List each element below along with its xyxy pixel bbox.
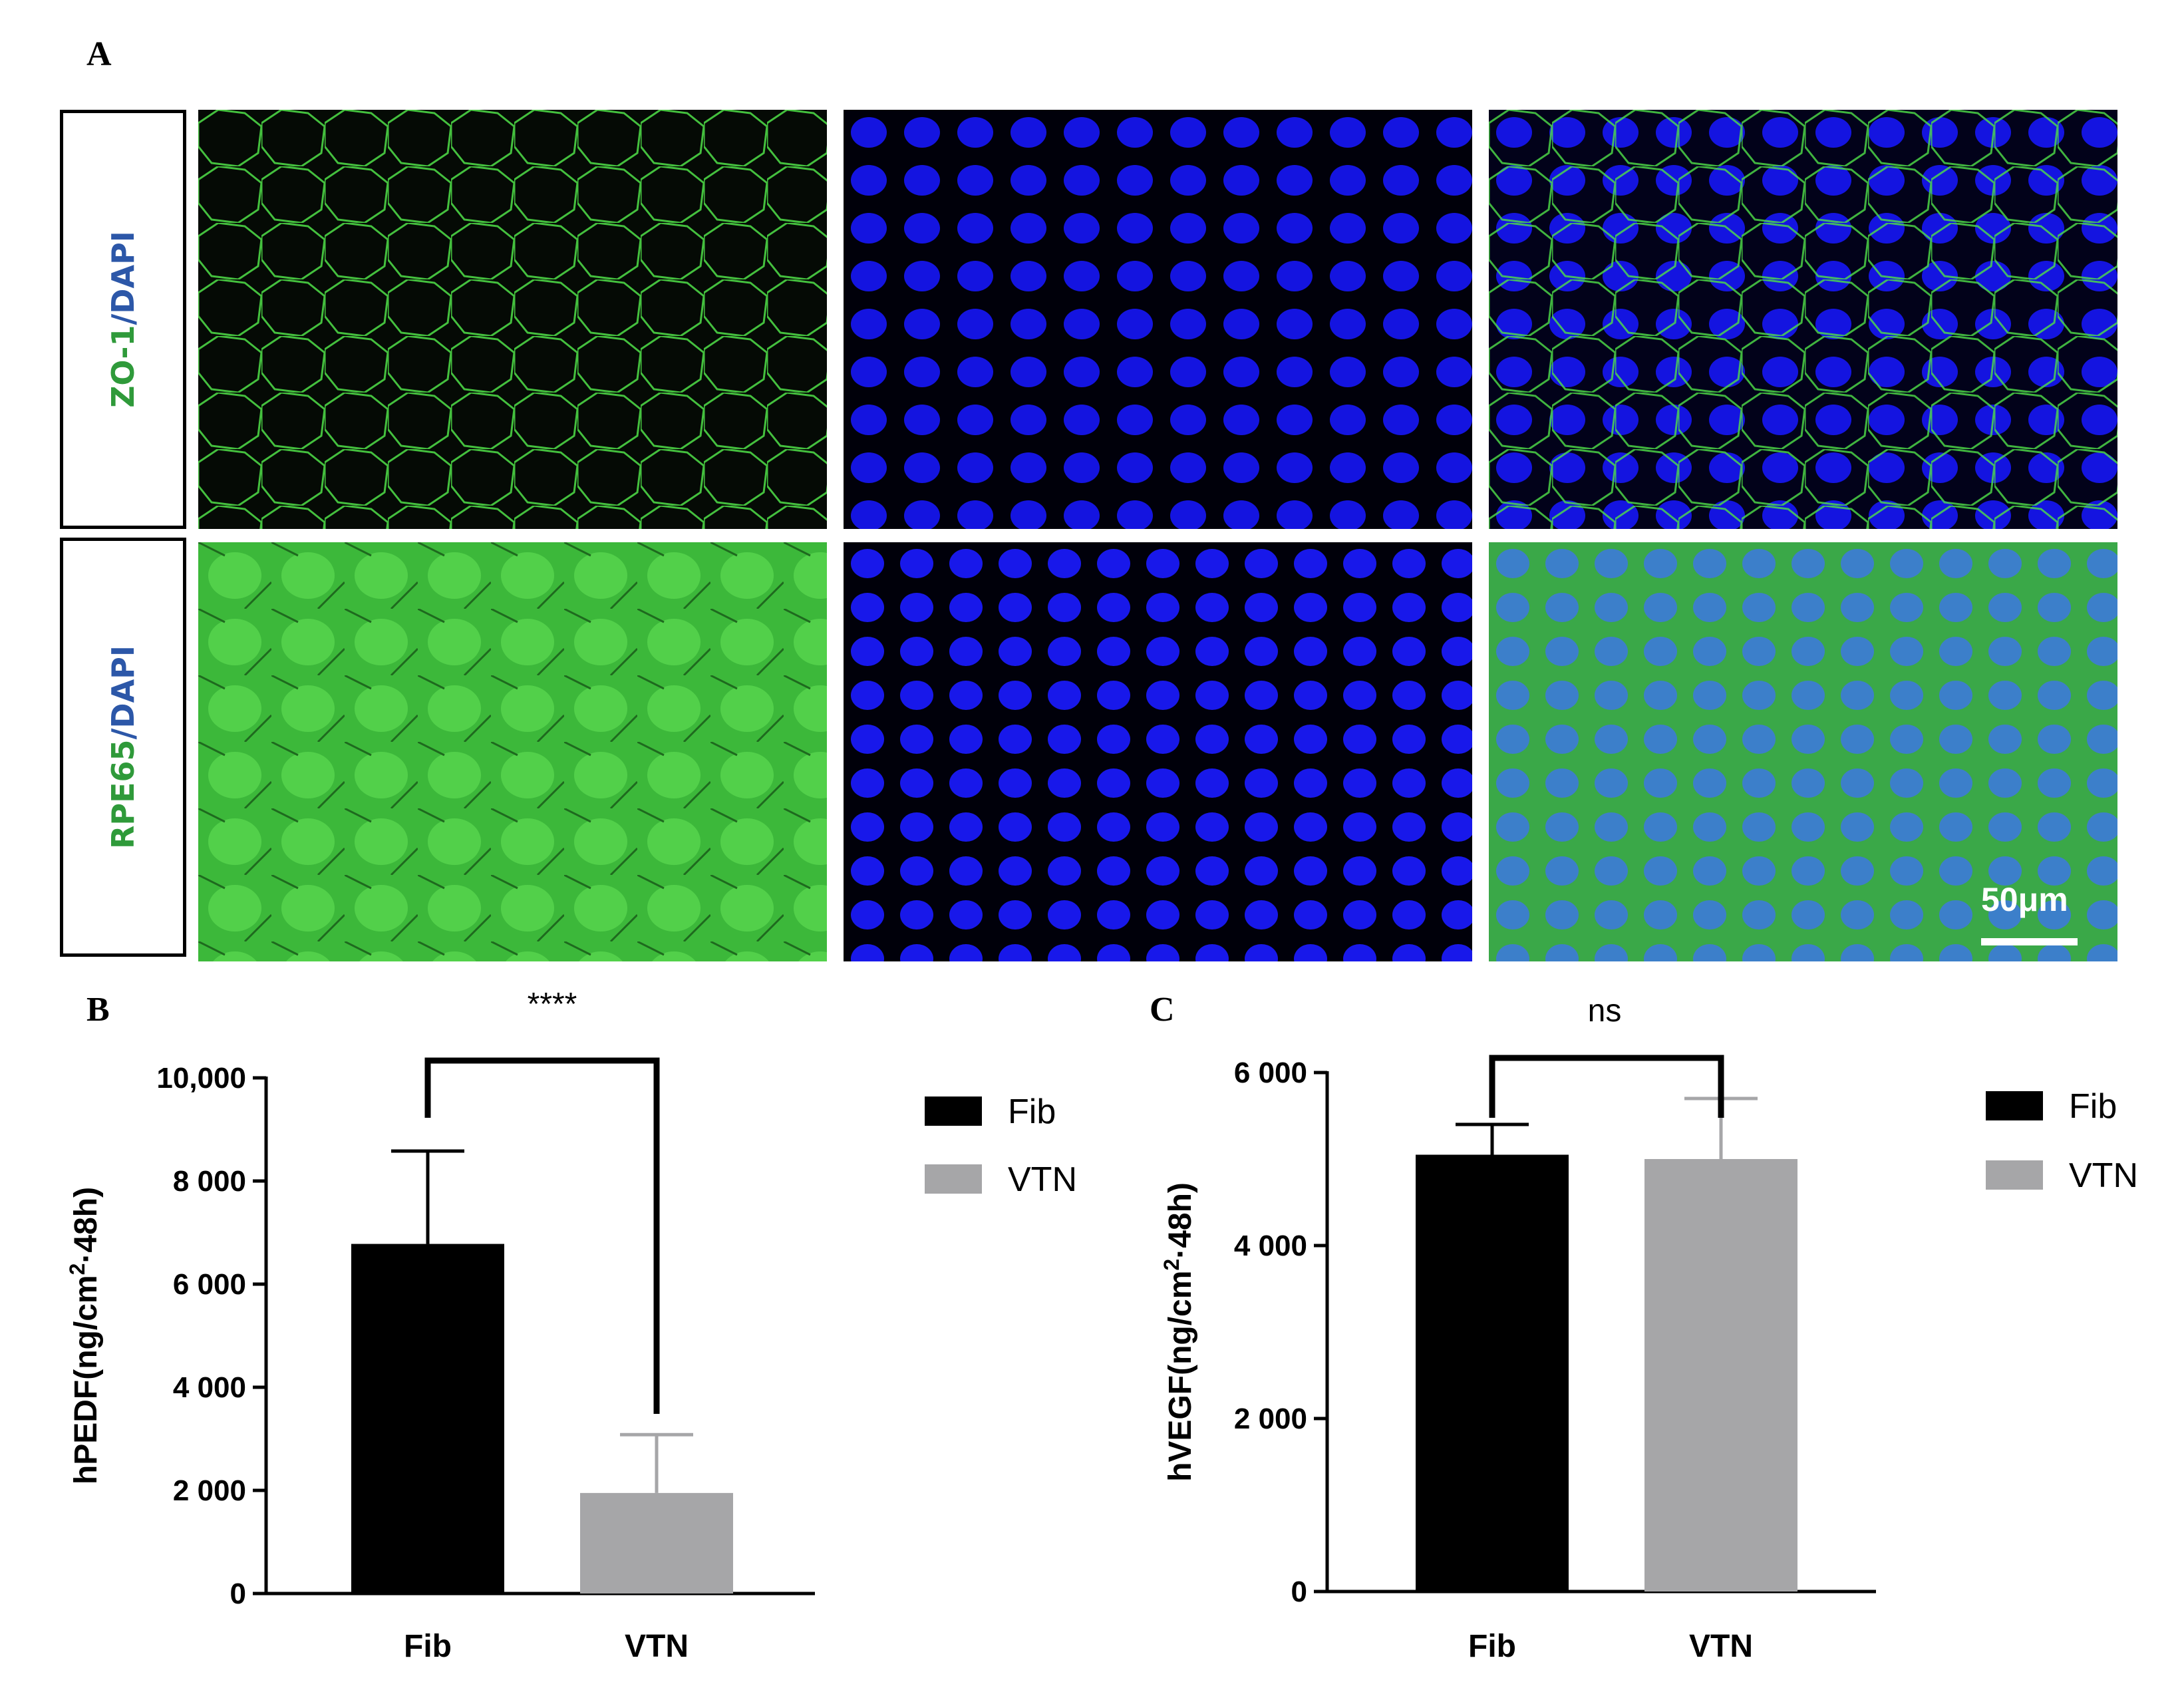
chart-b-category-label: VTN (625, 1629, 689, 1664)
panel-a-letter: A (86, 35, 112, 73)
micrograph-rpe65-dapi-svg (844, 542, 1472, 961)
chart-b-ytick-label: 4 000 (173, 1371, 246, 1404)
chart-c-bar-fib (1416, 1154, 1569, 1592)
micrograph-rpe65-green (198, 542, 827, 961)
panel-c-letter: C (1150, 991, 1175, 1029)
micrograph-zo1-green (198, 110, 827, 529)
chart-c-legend-swatch-fib (1986, 1091, 2043, 1120)
chart-c-bar-vtn (1644, 1159, 1797, 1592)
micrograph-rpe65-merge-svg (1489, 542, 2117, 961)
micrograph-rpe65-merge: 50μm (1489, 542, 2117, 961)
chart-c-ylabel: hVEGF(ng/cm2·48h) (1160, 1182, 1198, 1482)
chart-c-legend-label: VTN (2069, 1156, 2138, 1195)
chart-c-significance-label: ns (1588, 993, 1622, 1029)
chart-c-legend-label: Fib (2069, 1087, 2117, 1126)
chart-b-legend-label: VTN (1008, 1160, 1077, 1199)
chart-c-category-label: Fib (1468, 1629, 1516, 1664)
chart-b-ytick-label: 2 000 (173, 1474, 246, 1507)
chart-c-significance-bracket (1489, 1055, 1724, 1118)
chart-b-ytick-label: 8 000 (173, 1165, 246, 1198)
panel-b-letter: B (86, 991, 110, 1029)
chart-c-ytick-label: 4 000 (1234, 1230, 1307, 1262)
chart-c-ytick-label: 6 000 (1234, 1057, 1307, 1089)
micrograph-zo1-dapi (844, 110, 1472, 529)
chart-b-bar-fib (351, 1244, 504, 1594)
chart-b-svg: 0 2 000 4 000 6 000 8 000 10,000 hPEDF(ng/cm2·… (65, 987, 1077, 1664)
chart-b: 0 2 000 4 000 6 000 8 000 10,000 hPEDF(ng/cm2·… (0, 0, 1091, 1688)
micrograph-zo1-merge (1489, 110, 2117, 529)
micrograph-rpe65-green-svg (198, 542, 827, 961)
chart-c-category-label: VTN (1689, 1629, 1753, 1664)
micrograph-zo1-merge-svg (1489, 110, 2117, 529)
micrograph-rpe65-dapi (844, 542, 1472, 961)
chart-b-ylabel: hPEDF(ng/cm2·48h) (65, 1187, 104, 1484)
row-label-zo1: ZO-1/DAPI (60, 110, 186, 529)
chart-b-ytick-label: 0 (230, 1578, 246, 1610)
scale-bar (1981, 938, 2078, 945)
row-label-rpe65: RPE65/DAPI (60, 538, 186, 957)
chart-b-ytick-label: 6 000 (173, 1268, 246, 1301)
chart-b-category-label: Fib (404, 1629, 452, 1664)
chart-c-ytick-label: 2 000 (1234, 1403, 1307, 1435)
chart-b-ytick-label: 10,000 (156, 1062, 246, 1095)
chart-b-significance-bracket (424, 1057, 660, 1414)
chart-b-legend-swatch-vtn (925, 1164, 982, 1194)
chart-b-bar-vtn (580, 1492, 733, 1594)
micrograph-zo1-dapi-svg (844, 110, 1472, 529)
scale-bar-label: 50μm (1981, 881, 2068, 918)
micrograph-zo1-green-svg (198, 110, 827, 529)
chart-b-legend-swatch-fib (925, 1097, 982, 1126)
chart-b-legend-label: Fib (1008, 1093, 1056, 1131)
chart-c-legend-swatch-vtn (1986, 1160, 2043, 1190)
chart-c-ytick-label: 0 (1291, 1576, 1307, 1608)
chart-b-significance-label: **** (528, 987, 577, 1022)
